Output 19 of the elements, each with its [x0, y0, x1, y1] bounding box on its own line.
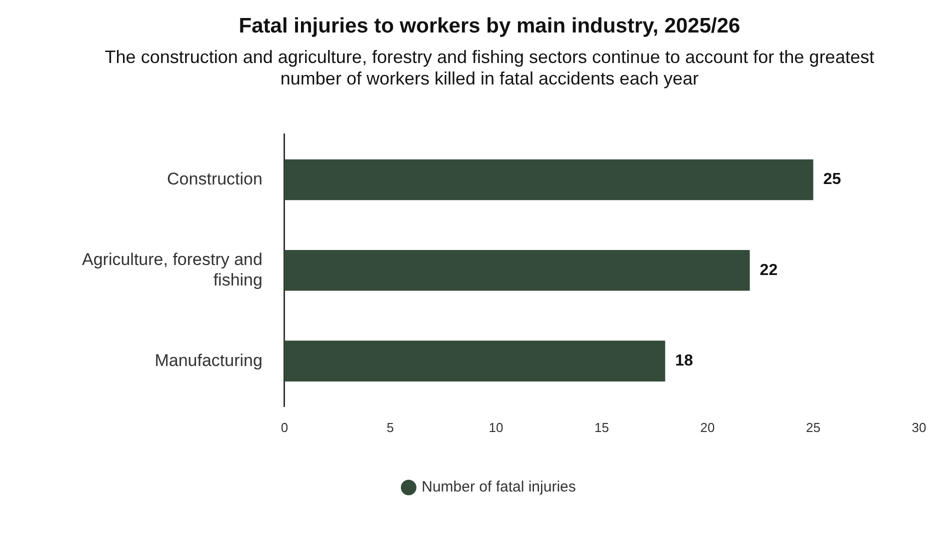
- bar: [284, 340, 666, 382]
- y-tick-label: Manufacturing: [154, 350, 262, 370]
- bar: [284, 159, 814, 200]
- bar: [284, 250, 750, 291]
- x-tick-label: 15: [594, 420, 609, 435]
- data-label: 22: [760, 262, 778, 279]
- x-tick-label: 20: [700, 420, 715, 435]
- x-tick-label: 10: [488, 420, 504, 435]
- y-tick-label: Agriculture, forestry and fishing: [82, 250, 262, 290]
- legend-label: Number of fatal injuries: [422, 478, 576, 496]
- y-tick-label: Construction: [167, 169, 262, 188]
- chart-subtitle: The construction and agriculture, forestry and fishing sectors continue to account for the greatest number of workers killed in fatal accidents each year: [104, 46, 874, 89]
- x-tick-label: 30: [912, 420, 926, 435]
- x-tick-label: 0: [280, 420, 288, 435]
- x-tick-label: 25: [806, 420, 820, 435]
- data-label: 18: [675, 352, 694, 370]
- x-tick-label: 5: [386, 420, 394, 435]
- data-label: 25: [823, 171, 842, 188]
- chart-title: Fatal injuries to workers by main industry, 2025/26: [238, 14, 740, 38]
